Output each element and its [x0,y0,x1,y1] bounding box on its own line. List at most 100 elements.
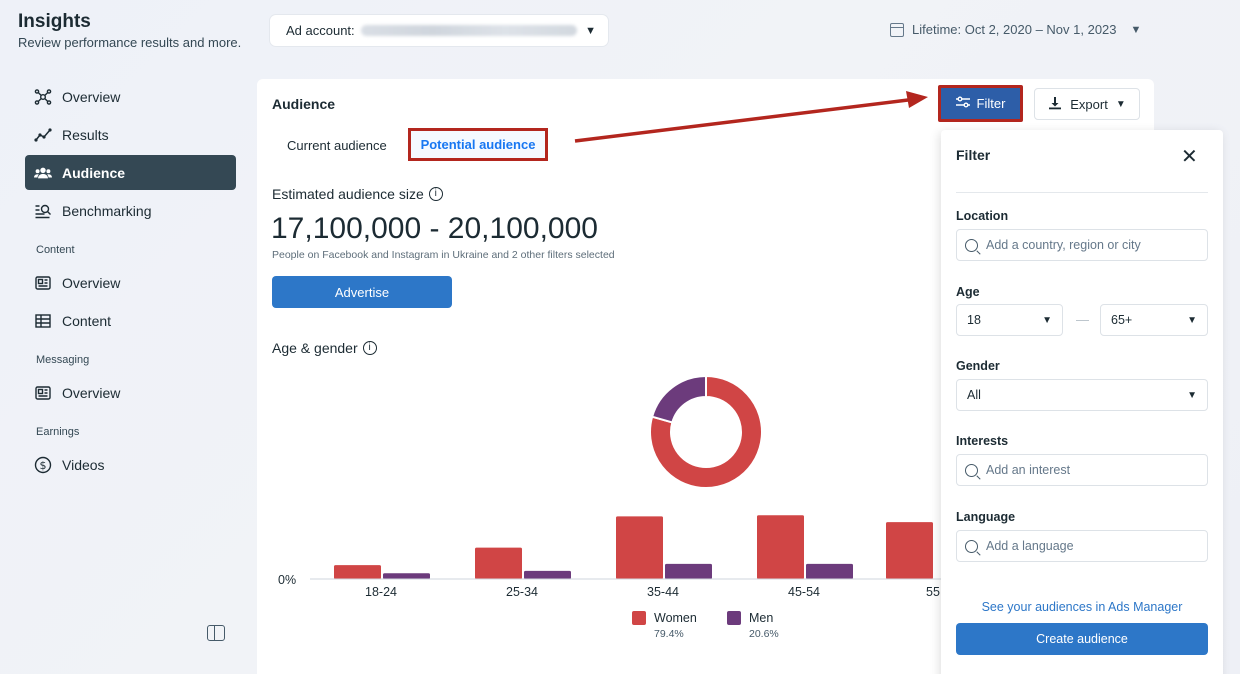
age-to-select[interactable]: 65+ ▼ [1100,304,1208,336]
age-gender-label: Age & gender i [272,340,377,356]
table-icon [34,312,52,330]
tab-current-audience[interactable]: Current audience [287,138,387,153]
filter-button-label: Filter [976,96,1006,111]
bar-women-35-44 [616,516,663,579]
filter-panel-title: Filter [956,147,991,163]
dollar-icon: $ [34,456,52,474]
bar-men-35-44 [665,563,712,579]
section-label-content: Content [36,244,75,256]
sidebar-item-label: Overview [62,274,121,291]
legend-pct-men: 20.6% [749,628,779,640]
sidebar-item-label: Videos [62,456,105,473]
caret-down-icon: ▼ [585,24,596,37]
x-tick-label: 35-44 [647,585,679,599]
page-title: Insights [18,11,91,32]
location-input[interactable]: Add a country, region or city [956,229,1208,261]
ad-account-redacted-value [360,25,577,36]
date-range-label: Lifetime: Oct 2, 2020 – Nov 1, 2023 [912,22,1117,37]
sidebar-item-label: Overview [62,88,121,105]
bar-women-18-24 [334,565,381,579]
sidebar-item-benchmarking[interactable]: Benchmarking [25,193,236,228]
search-icon [965,539,978,553]
bar-men-45-54 [806,563,853,579]
ads-manager-link[interactable]: See your audiences in Ads Manager [981,600,1183,614]
post-icon [34,274,52,292]
trend-line-icon [34,126,52,144]
language-label: Language [956,510,1016,524]
bar-women-25-34 [475,547,522,579]
sidebar-item-content-overview[interactable]: Overview [25,265,236,300]
legend-label-women: Women [654,611,697,625]
download-icon [1048,96,1062,113]
bar-women-45-54 [757,515,804,579]
interests-label: Interests [956,434,1009,448]
gender-select[interactable]: All ▼ [956,379,1208,411]
gender-value: All [967,388,981,402]
bar-men-25-34 [524,570,571,579]
close-icon[interactable]: ✕ [1181,146,1198,168]
calendar-icon [890,22,904,37]
card-title: Audience [272,96,336,112]
age-from-value: 18 [967,313,981,327]
page-subtitle: Review performance results and more. [18,35,242,50]
section-label-earnings: Earnings [36,426,80,438]
sidebar-item-videos[interactable]: $ Videos [25,447,236,482]
sidebar-item-label: Content [62,312,112,329]
caret-down-icon: ▼ [1115,98,1126,110]
language-input[interactable]: Add a language [956,530,1208,562]
caret-down-icon: ▼ [1130,23,1142,36]
age-range-separator: — [1076,312,1089,327]
create-audience-button[interactable]: Create audience [956,623,1208,655]
x-tick-label: 45-54 [788,585,820,599]
legend-swatch-women [632,611,646,625]
info-icon[interactable]: i [362,341,377,355]
estimated-size-label-text: Estimated audience size [272,186,424,202]
search-icon [965,238,978,252]
age-gender-label-text: Age & gender [272,340,358,356]
search-icon [965,463,978,477]
post-icon [34,384,52,402]
sidebar-item-content[interactable]: Content [25,303,236,338]
export-button-label: Export [1070,96,1108,112]
divider [956,192,1208,193]
sidebar-item-results[interactable]: Results [25,117,236,152]
bar-men-18-24 [383,573,430,579]
legend-label-men: Men [749,611,773,625]
interests-placeholder: Add an interest [986,463,1071,477]
sidebar-item-overview[interactable]: Overview [25,79,236,114]
x-tick-label: 25-34 [506,585,538,599]
filter-panel [941,130,1223,674]
sidebar-item-audience[interactable]: Audience [25,155,236,190]
sidebar-item-messaging-overview[interactable]: Overview [25,375,236,410]
estimated-size-label: Estimated audience size i [272,186,443,202]
estimated-size-value: 17,100,000 - 20,100,000 [271,212,598,245]
caret-down-icon: ▼ [1187,314,1197,326]
export-button[interactable]: Export ▼ [1034,88,1140,120]
language-placeholder: Add a language [986,539,1074,553]
location-label: Location [956,209,1009,223]
interests-input[interactable]: Add an interest [956,454,1208,486]
advertise-button[interactable]: Advertise [272,276,452,308]
people-icon [34,164,52,182]
filter-button[interactable]: Filter [938,85,1023,122]
age-label: Age [956,285,980,299]
sidebar-item-label: Results [62,126,109,143]
ad-account-selector[interactable]: Ad account: ▼ [270,15,608,46]
date-range-selector[interactable]: Lifetime: Oct 2, 2020 – Nov 1, 2023 ▼ [890,22,1141,37]
tab-potential-audience[interactable]: Potential audience [408,128,548,161]
legend-pct-women: 79.4% [654,628,684,640]
collapse-sidebar-icon[interactable] [207,625,225,641]
x-tick-label: 55 [926,585,940,599]
age-from-select[interactable]: 18 ▼ [956,304,1063,336]
sidebar-item-label: Benchmarking [62,202,152,219]
annotation-arrow [574,91,928,143]
info-icon[interactable]: i [428,187,443,201]
bar-women-55 [886,522,933,579]
gender-donut-chart [649,374,763,489]
sidebar-item-label: Overview [62,384,121,401]
location-placeholder: Add a country, region or city [986,238,1141,252]
sidebar-item-label: Audience [62,164,126,181]
network-icon [34,88,52,106]
section-label-messaging: Messaging [36,354,90,366]
